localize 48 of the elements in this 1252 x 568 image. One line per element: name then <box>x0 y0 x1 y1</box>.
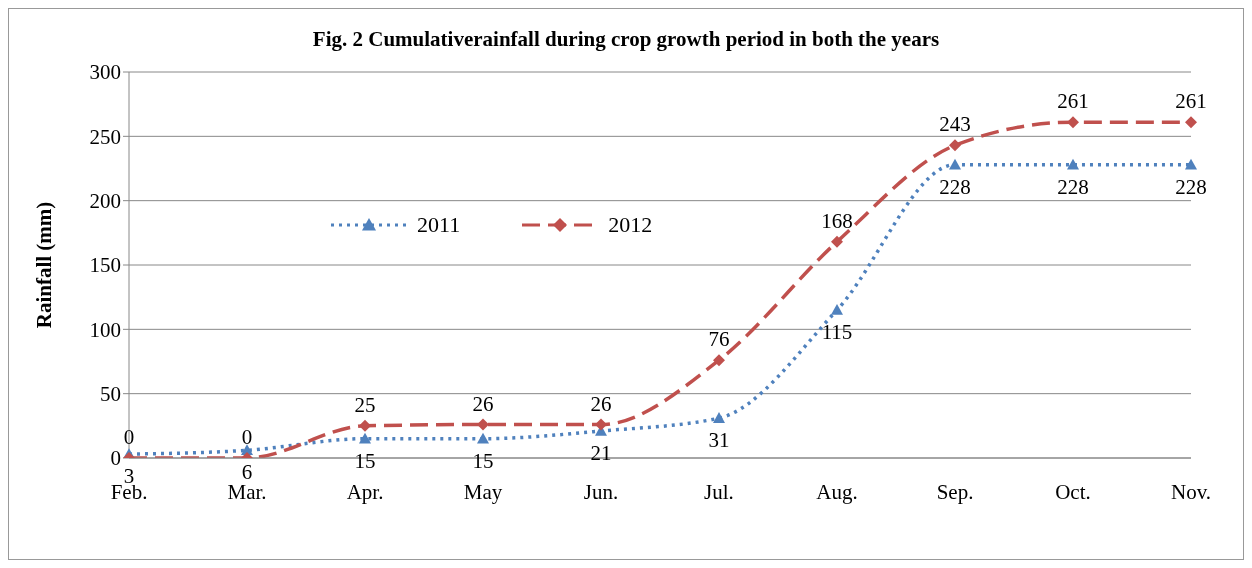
y-tick-label: 50 <box>100 382 121 407</box>
point <box>359 432 371 444</box>
data-label: 76 <box>708 327 730 352</box>
data-label: 26 <box>590 391 612 416</box>
y-tick-label: 100 <box>89 317 121 342</box>
point <box>1185 116 1197 129</box>
point <box>831 235 843 248</box>
data-label: 115 <box>821 319 853 344</box>
data-label: 21 <box>590 440 612 465</box>
data-label: 243 <box>939 112 971 137</box>
data-label: 31 <box>708 428 730 453</box>
point <box>477 432 489 444</box>
data-label: 228 <box>1057 174 1089 199</box>
point <box>1067 116 1079 129</box>
y-tick-label: 250 <box>89 124 121 149</box>
point <box>831 304 843 315</box>
data-label: 15 <box>472 448 494 473</box>
data-label: 228 <box>1175 174 1207 199</box>
x-tick-label: May <box>463 479 503 504</box>
y-tick-label: 200 <box>89 189 121 214</box>
point <box>949 139 961 152</box>
point <box>477 418 489 431</box>
x-tick-label: Nov. <box>1170 479 1212 504</box>
x-tick-label: Oct. <box>1055 479 1091 504</box>
x-tick-label: Jul. <box>704 479 734 504</box>
y-tick-label: 150 <box>89 253 121 278</box>
point <box>713 354 725 367</box>
y-axis-title: Rainfall (mm) <box>32 201 57 329</box>
x-tick-label: Sep. <box>936 479 974 504</box>
legend-label: 2012 <box>608 212 653 238</box>
data-label: 15 <box>354 448 376 473</box>
data-label: 261 <box>1175 89 1207 114</box>
data-label: 25 <box>354 392 376 417</box>
x-tick-label: Jun. <box>583 479 619 504</box>
y-tick-label: 300 <box>89 60 121 85</box>
chart-title: Fig. 2 Cumulativerainfall during crop growth period in both the years <box>311 27 941 52</box>
data-label: 168 <box>821 208 853 233</box>
data-label: 261 <box>1057 89 1089 114</box>
data-label: 26 <box>472 391 494 416</box>
x-tick-label: Aug. <box>816 479 858 504</box>
point <box>595 418 607 431</box>
data-label: 0 <box>241 425 253 449</box>
legend-label: 2011 <box>417 212 461 238</box>
point <box>713 412 725 423</box>
y-tick-label: 0 <box>110 446 121 471</box>
point <box>359 419 371 432</box>
x-tick-label: Apr. <box>346 479 384 504</box>
data-label: 228 <box>939 174 971 199</box>
